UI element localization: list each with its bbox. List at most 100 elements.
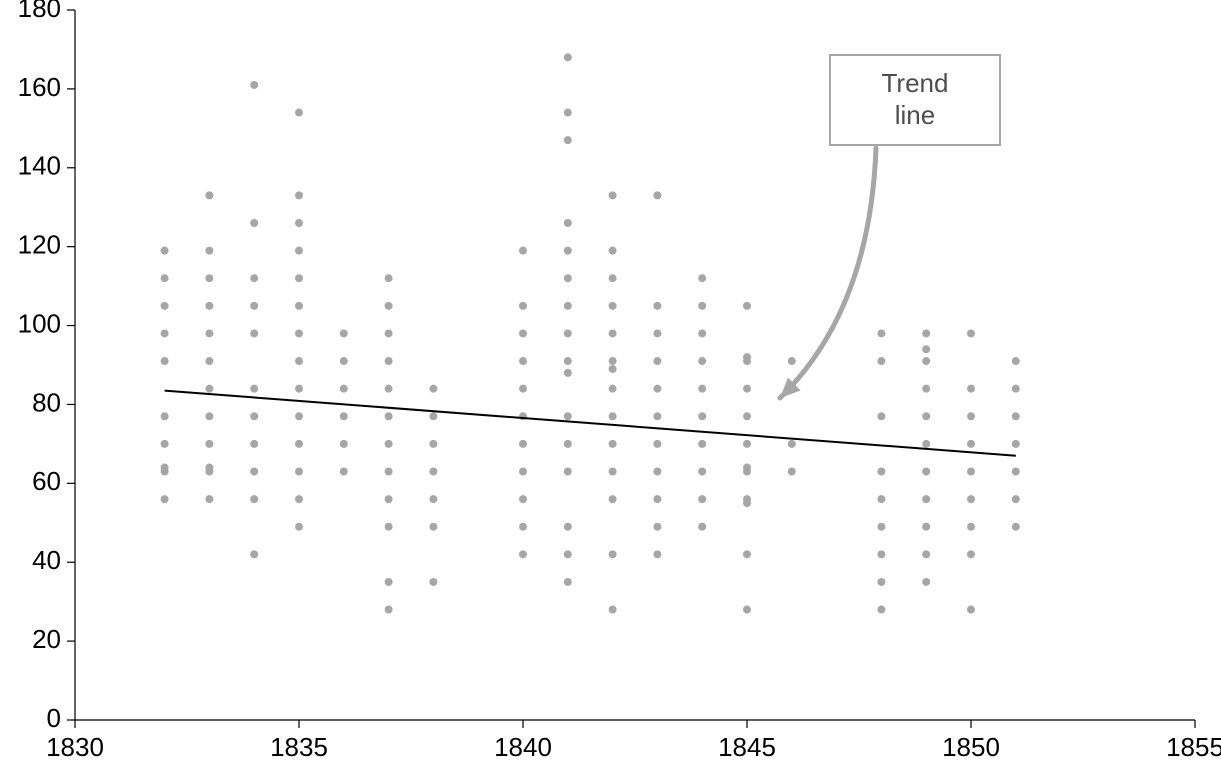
data-point [698,412,706,420]
data-point [698,302,706,310]
data-point [385,523,393,531]
data-point [295,109,303,117]
data-point [653,495,661,503]
data-point [385,357,393,365]
data-point [743,353,751,361]
data-point [653,412,661,420]
data-point [250,468,258,476]
data-point [205,440,213,448]
data-point [519,468,527,476]
data-point [564,302,572,310]
data-point [564,412,572,420]
data-point [295,523,303,531]
data-point [295,468,303,476]
y-tick-label: 160 [18,72,61,102]
x-tick-label: 1845 [718,732,776,762]
x-tick-label: 1835 [270,732,328,762]
data-point [922,523,930,531]
data-point [609,329,617,337]
data-point [564,357,572,365]
data-point [205,302,213,310]
data-point [250,302,258,310]
data-point [1012,357,1020,365]
data-point [250,81,258,89]
data-point [698,329,706,337]
data-point [295,412,303,420]
data-point [161,495,169,503]
data-point [698,357,706,365]
data-point [877,606,885,614]
data-point [967,412,975,420]
data-point [922,550,930,558]
data-point [877,468,885,476]
data-point [922,578,930,586]
data-point [429,578,437,586]
data-point [385,468,393,476]
data-point [295,495,303,503]
data-point [250,274,258,282]
data-point [922,329,930,337]
data-point [429,468,437,476]
data-point [743,385,751,393]
data-point [385,495,393,503]
data-point [161,440,169,448]
data-point [609,468,617,476]
data-point [429,412,437,420]
data-point [922,385,930,393]
data-point [609,550,617,558]
data-point [340,412,348,420]
data-point [877,329,885,337]
data-point [250,550,258,558]
data-point [295,385,303,393]
data-point [743,440,751,448]
data-point [743,412,751,420]
data-point [653,302,661,310]
data-point [609,357,617,365]
y-tick-label: 120 [18,230,61,260]
data-point [385,578,393,586]
data-point [967,468,975,476]
data-point [340,329,348,337]
data-point [743,606,751,614]
y-tick-label: 0 [47,703,61,733]
data-point [564,440,572,448]
data-point [205,464,213,472]
data-point [698,468,706,476]
data-point [698,523,706,531]
data-point [609,440,617,448]
data-point [609,385,617,393]
data-point [250,412,258,420]
data-point [385,440,393,448]
data-point [698,440,706,448]
y-tick-label: 180 [18,0,61,23]
data-point [340,440,348,448]
data-point [564,53,572,61]
data-point [295,219,303,227]
data-point [698,495,706,503]
data-point [250,385,258,393]
data-point [519,247,527,255]
data-point [967,495,975,503]
data-point [161,412,169,420]
data-point [877,495,885,503]
data-point [295,274,303,282]
data-point [205,357,213,365]
data-point [609,274,617,282]
data-point [877,412,885,420]
data-point [877,523,885,531]
y-tick-label: 60 [32,466,61,496]
data-point [295,440,303,448]
data-point [429,495,437,503]
data-point [922,357,930,365]
data-point [653,329,661,337]
data-point [653,191,661,199]
data-point [609,412,617,420]
data-point [877,550,885,558]
x-tick-label: 1855 [1166,732,1221,762]
data-point [295,357,303,365]
data-point [429,385,437,393]
data-point [564,329,572,337]
data-point [205,412,213,420]
data-point [922,495,930,503]
data-point [161,468,169,476]
